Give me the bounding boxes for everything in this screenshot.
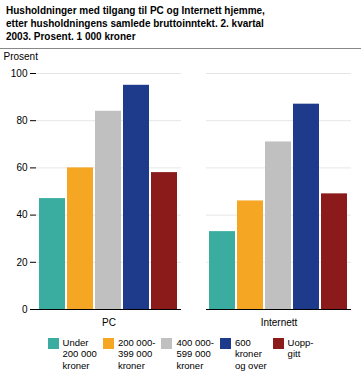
svg-text:PC: PC (102, 317, 116, 328)
html-text:400 000- 599 000 kroner: 400 000- 599 000 kroner (176, 337, 214, 371)
svg-text:100: 100 (11, 68, 28, 79)
svg-text:Internett: Internett (261, 317, 298, 328)
svg-text:80: 80 (16, 115, 28, 126)
svg-text:20: 20 (16, 257, 28, 268)
svg-text:0: 0 (22, 304, 28, 315)
svg-text:60: 60 (16, 162, 28, 173)
html-text:Under 200 000 kroner: Under 200 000 kroner (62, 337, 97, 371)
svg-text:Prosent: Prosent (4, 51, 39, 62)
html-text:Uopp- gitt: Uopp- gitt (287, 337, 314, 360)
html-text:Husholdninger med tilgang til: Husholdninger med tilgang til PC og Inte… (6, 5, 265, 42)
svg-text:40: 40 (16, 209, 28, 220)
html-text:600 kroner og over: 600 kroner og over (234, 337, 267, 371)
html-text:200 000- 399 000 kroner: 200 000- 399 000 kroner (117, 337, 156, 371)
